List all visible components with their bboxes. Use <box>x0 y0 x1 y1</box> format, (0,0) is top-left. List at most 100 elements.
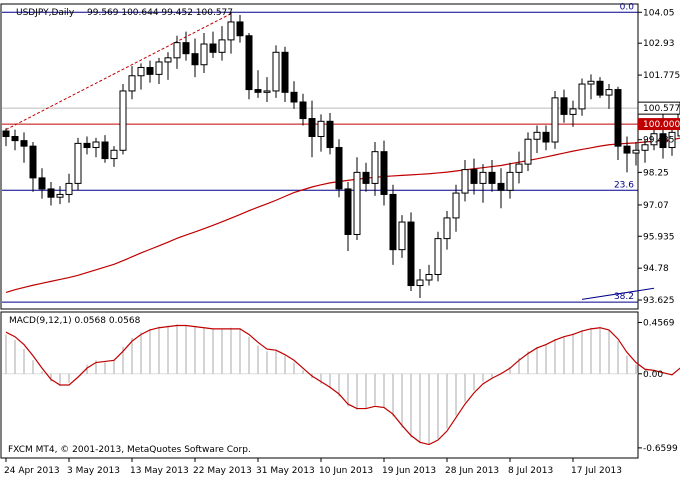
candle-body <box>470 169 478 184</box>
price-panel: 0.0 23.6 38.2 <box>0 2 680 310</box>
price-axis-label: 93.625 <box>643 296 675 306</box>
candle-body <box>551 97 559 143</box>
price-axis-label: 97.07 <box>643 201 669 211</box>
candle <box>155 57 163 85</box>
candle-body <box>569 108 577 115</box>
trend-line <box>5 13 232 131</box>
candle <box>263 77 271 102</box>
candle <box>200 32 208 74</box>
macd-panel-frame <box>0 311 639 459</box>
candle <box>632 142 640 166</box>
candle-body <box>191 53 199 66</box>
date-axis-label: 3 May 2013 <box>67 466 120 476</box>
candle <box>128 66 136 100</box>
candle <box>443 211 451 250</box>
candle <box>416 268 424 298</box>
candle <box>542 125 550 151</box>
candle-body <box>443 217 451 240</box>
candle <box>470 158 478 195</box>
candle-body <box>110 149 118 160</box>
candle <box>65 173 73 203</box>
candle <box>533 125 541 154</box>
candle <box>560 89 568 123</box>
macd-title: MACD(9,12,1) 0.0568 0.0568 <box>9 316 141 326</box>
candle-body <box>632 149 640 154</box>
price-axis-label: 95.935 <box>643 232 675 242</box>
trend-line <box>581 287 655 300</box>
candle <box>515 151 523 184</box>
candle-body <box>290 91 298 103</box>
candle-body <box>218 39 226 53</box>
moving-average-line <box>5 137 680 294</box>
candle-body <box>2 130 10 137</box>
candle <box>362 162 370 192</box>
candle <box>668 125 676 156</box>
candle <box>353 157 361 240</box>
candle <box>614 86 622 160</box>
candle <box>407 212 415 292</box>
date-axis-label: 10 Jun 2013 <box>319 466 373 476</box>
date-axis-label: 31 May 2013 <box>256 466 315 476</box>
candle <box>164 52 172 80</box>
candle <box>20 132 28 163</box>
current-price-label: 100.577 <box>643 104 680 114</box>
price-axis-label: 102.93 <box>643 39 675 49</box>
candle <box>479 164 487 203</box>
candle-body <box>641 144 649 151</box>
candle <box>209 31 217 58</box>
date-axis-label: 22 May 2013 <box>193 466 252 476</box>
candle-body <box>398 221 406 251</box>
candle-body <box>263 90 271 93</box>
candle-body <box>497 182 505 191</box>
candle <box>281 46 289 102</box>
candle <box>389 184 397 265</box>
candle-body <box>236 21 244 37</box>
candle-body <box>407 221 415 287</box>
date-axis-label: 19 Jun 2013 <box>382 466 436 476</box>
candle <box>254 70 262 98</box>
candle <box>56 186 64 205</box>
candle <box>461 159 469 202</box>
candle-body <box>65 182 73 195</box>
candle-body <box>38 177 46 190</box>
candle-body <box>299 101 307 120</box>
candle-body <box>578 83 586 110</box>
candle-body <box>254 89 262 93</box>
level-label: 23.6 <box>614 180 634 190</box>
macd-axis-label: 0.4569 <box>643 318 675 328</box>
candle <box>371 142 379 196</box>
candle <box>227 12 235 54</box>
candle <box>119 84 127 155</box>
level-label: 38.2 <box>614 292 634 302</box>
candle-body <box>353 171 361 235</box>
candle-body <box>623 145 631 154</box>
candle <box>434 231 442 282</box>
candle-body <box>128 75 136 92</box>
price-axis-label: 98.25 <box>643 168 669 178</box>
macd-signal-line <box>5 324 680 446</box>
candle <box>38 168 46 199</box>
candle-body <box>506 171 514 191</box>
candle-body <box>614 89 622 147</box>
candle-body <box>389 193 397 251</box>
candle <box>452 184 460 232</box>
candle <box>218 26 226 61</box>
footer-copyright: FXCM MT4, © 2001-2013, MetaQuotes Softwa… <box>8 445 251 455</box>
candle <box>146 60 154 83</box>
candle-body <box>479 171 487 184</box>
level-price-label: 100.000 <box>643 120 680 130</box>
macd-axis-label: 0.00 <box>643 370 663 380</box>
candle-body <box>461 169 469 194</box>
candle-body <box>308 118 316 137</box>
candle <box>623 136 631 173</box>
candle-body <box>281 51 289 93</box>
candle <box>245 32 253 100</box>
candle <box>524 132 532 171</box>
candle <box>290 81 298 109</box>
candle <box>191 38 199 78</box>
current-price-box <box>637 101 680 115</box>
candle <box>398 215 406 258</box>
candle-body <box>434 238 442 275</box>
candle-body <box>74 142 82 184</box>
